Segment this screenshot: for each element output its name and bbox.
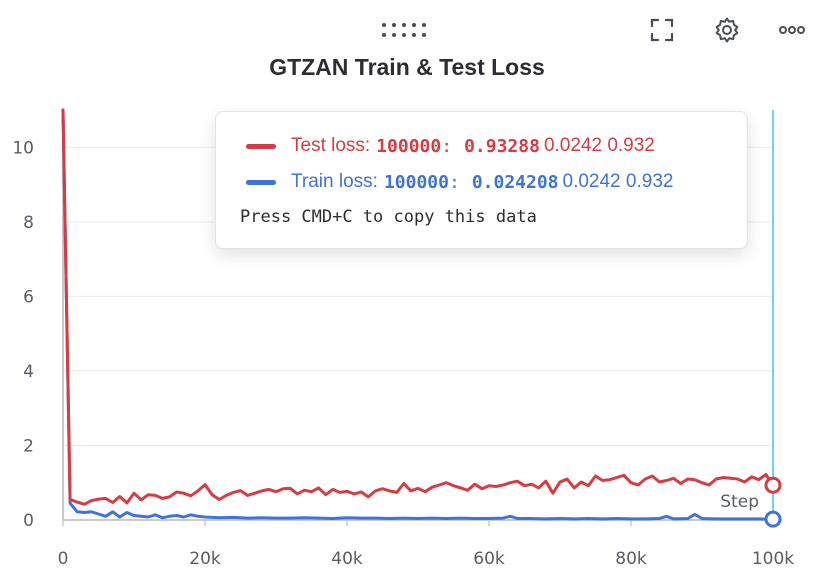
- fullscreen-button[interactable]: [646, 14, 678, 46]
- y-tick-label: 8: [23, 213, 34, 233]
- tooltip-step: 100000: [383, 171, 449, 193]
- fullscreen-icon: [650, 18, 674, 42]
- copy-hint: Press CMD+C to copy this data: [240, 207, 537, 227]
- train-loss-swatch: [246, 179, 276, 185]
- tooltip-value: 0.93288: [464, 135, 540, 157]
- tooltip-value: 0.024208: [471, 171, 559, 193]
- series-lines: [61, 108, 775, 521]
- series-line-test-loss: [61, 108, 775, 506]
- x-tick-label: 80k: [615, 549, 647, 569]
- y-tick-label: 4: [23, 362, 34, 382]
- hover-marker-train-loss: [764, 510, 782, 528]
- drag-handle-icon[interactable]: [380, 20, 428, 40]
- x-tick-label: 100k: [752, 549, 794, 569]
- hover-markers: [764, 476, 782, 528]
- hover-tooltip: Test loss: 100000 : 0.93288 0.0242 0.932…: [215, 111, 748, 249]
- series-line-train-loss: [61, 108, 775, 521]
- settings-button[interactable]: [711, 14, 743, 46]
- test-loss-swatch: [246, 143, 276, 149]
- y-tick-label: 10: [12, 138, 34, 158]
- tooltip-colon: :: [441, 135, 453, 157]
- x-tick-label: 60k: [473, 549, 505, 569]
- x-tick-label: 40k: [331, 549, 363, 569]
- y-tick-label: 2: [23, 436, 34, 456]
- tooltip-series-label: Test loss:: [291, 135, 371, 156]
- y-tick-label: 6: [23, 287, 34, 307]
- tick-labels: 0 2 4 6 8 10 0 20k 40k 60k 80k 100k: [12, 138, 794, 569]
- x-tick-label: 0: [58, 549, 69, 569]
- tooltip-extra: 0.0242 0.932: [543, 135, 655, 156]
- more-options-button[interactable]: [776, 14, 808, 46]
- hover-marker-test-loss: [764, 476, 782, 494]
- tooltip-row-test-loss: Test loss: 100000 : 0.93288 0.0242 0.932: [246, 133, 655, 159]
- x-tick-label: 20k: [189, 549, 221, 569]
- y-tick-label: 0: [23, 511, 34, 531]
- tooltip-row-train-loss: Train loss: 100000 : 0.024208 0.0242 0.9…: [246, 169, 673, 195]
- x-axis-label: Step: [720, 492, 759, 512]
- tooltip-series-label: Train loss:: [291, 171, 378, 192]
- gear-icon: [715, 17, 739, 43]
- more-horizontal-icon: [779, 26, 805, 34]
- tooltip-extra: 0.0242 0.932: [562, 171, 674, 192]
- tooltip-colon: :: [448, 171, 460, 193]
- tooltip-step: 100000: [376, 135, 442, 157]
- chart-title: GTZAN Train & Test Loss: [269, 54, 545, 80]
